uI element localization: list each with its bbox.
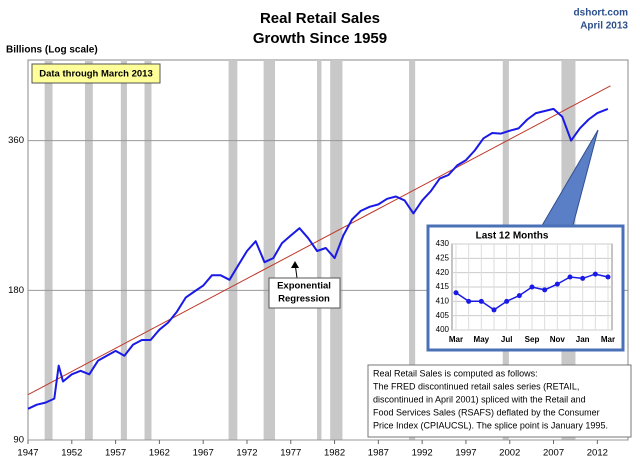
chart-title: Real Retail Sales	[260, 10, 380, 27]
source: dshort.com	[574, 8, 629, 19]
inset-point	[529, 284, 535, 290]
x-tick-label: Jan	[576, 335, 590, 344]
x-tick-label: Mar	[601, 335, 615, 344]
source-date: April 2013	[580, 21, 628, 32]
annotation-box	[268, 277, 341, 309]
y-tick-label: 90	[13, 435, 24, 446]
inset-chart: 400 405 410 415 420 425 430 Mar May Jul Sep Nov Jan M…	[436, 239, 615, 344]
y-tick-label: 425	[436, 253, 450, 262]
inset-point	[567, 274, 573, 280]
y-tick-label: 420	[436, 268, 450, 277]
y-tick-label: 405	[436, 311, 450, 320]
x-tick-label: 1997	[455, 448, 476, 459]
y-tick-label: 360	[8, 135, 24, 146]
x-tick-label: 1982	[324, 448, 345, 459]
note-line: The FRED discontinued retail sales serie…	[373, 381, 579, 391]
y-tick-label: 180	[8, 285, 24, 296]
inset-point	[554, 281, 560, 287]
recession-band	[263, 60, 276, 440]
annotation: Regression	[278, 294, 330, 305]
inset-title: Last 12 Months	[476, 231, 549, 242]
x-tick-label: 1957	[105, 448, 126, 459]
arrowhead	[291, 261, 299, 268]
annotation: Exponential	[277, 281, 331, 292]
y-tick-label: 400	[436, 325, 450, 334]
x-tick-label: 2002	[499, 448, 520, 459]
inset-point	[580, 275, 586, 281]
y-tick-label: 430	[436, 239, 450, 248]
x-tick-label: 2007	[543, 448, 564, 459]
note-line: discontinued in April 2001) spliced with…	[373, 394, 586, 404]
x-tick-label: 1992	[412, 448, 433, 459]
inset-point	[542, 287, 548, 293]
note: Real Retail Sales is computed as follows…	[373, 368, 608, 430]
inset-point	[453, 290, 459, 296]
recession-band	[330, 60, 343, 440]
x-tick-label: Mar	[449, 335, 463, 344]
chart-subtitle: Growth Since 1959	[253, 30, 387, 47]
note-line: Real Retail Sales is computed as follows…	[373, 368, 538, 378]
badge-box	[31, 63, 161, 84]
y-tick-label: 415	[436, 282, 450, 291]
y-tick-label: 410	[436, 296, 450, 305]
x-tick-label: Jul	[501, 335, 513, 344]
x-tick-label: 1947	[17, 448, 38, 459]
data-line	[27, 107, 609, 410]
x-tick-label: May	[474, 335, 490, 344]
note-line: Food Services Sales (RSAFS) deflated by …	[373, 407, 600, 417]
x-tick-label: 1962	[149, 448, 170, 459]
inset-point	[478, 298, 484, 304]
x-tick-label: Nov	[550, 335, 566, 344]
note-line: Price Index (CPIAUCSL). The splice point…	[373, 420, 608, 430]
recession-band	[44, 60, 53, 440]
recession-band	[84, 60, 93, 440]
x-tick-label: 1967	[193, 448, 214, 459]
badge: Data through March 2013	[39, 69, 153, 80]
note-box	[367, 364, 632, 438]
x-tick-label: 1987	[368, 448, 389, 459]
x-tick-label: 2012	[587, 448, 608, 459]
inset-point	[491, 307, 497, 313]
x-tick-label: 1972	[236, 448, 257, 459]
x-tick-label: 1952	[61, 448, 82, 459]
inset-point	[504, 298, 510, 304]
x-tick-label: 1977	[280, 448, 301, 459]
recession-band	[120, 60, 127, 440]
recession-band	[144, 60, 152, 440]
regression-line	[27, 85, 611, 396]
inset-point	[592, 271, 598, 277]
inset-point	[516, 293, 522, 299]
inset-point	[605, 274, 611, 280]
inset-point	[466, 298, 472, 304]
recession-band	[409, 60, 416, 440]
recession-band	[228, 60, 238, 440]
x-tick-label: Sep	[525, 335, 540, 344]
y-axis-label: Billions (Log scale)	[6, 45, 98, 56]
